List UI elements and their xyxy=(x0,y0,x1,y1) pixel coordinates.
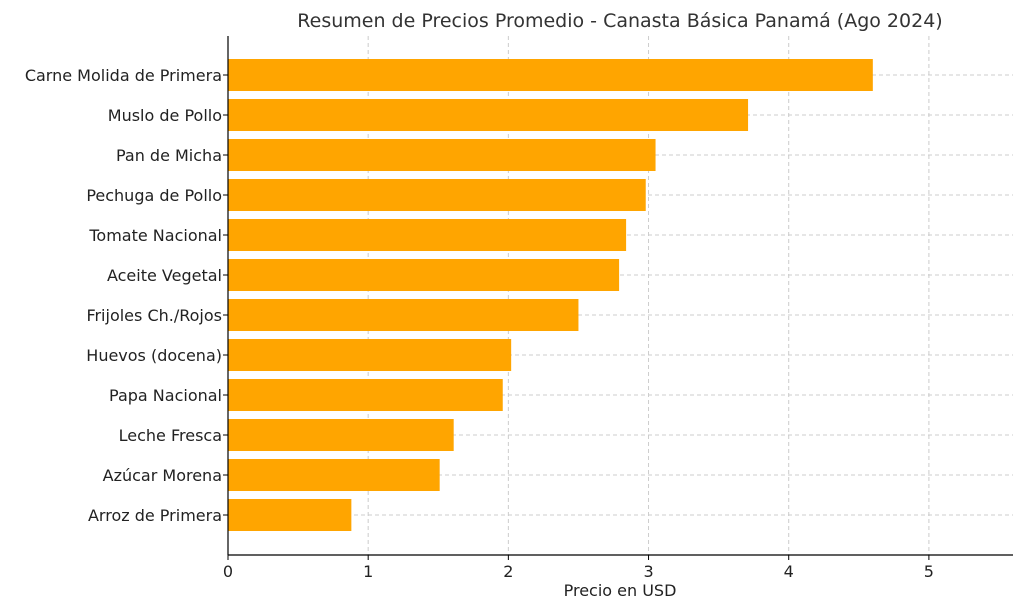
y-tick-label: Papa Nacional xyxy=(109,386,222,405)
bar xyxy=(228,459,440,491)
y-tick-labels: Carne Molida de Primera Muslo de Pollo Pan… xyxy=(25,66,228,525)
y-tick-label: Carne Molida de Primera xyxy=(25,66,222,85)
y-tick-label: Arroz de Primera xyxy=(88,506,222,525)
y-tick-label: Pechuga de Pollo xyxy=(86,186,222,205)
y-tick-label: Pan de Micha xyxy=(116,146,222,165)
x-tick-label: 0 xyxy=(223,562,233,581)
axes xyxy=(227,36,1013,556)
chart-title: Resumen de Precios Promedio - Canasta Bá… xyxy=(297,10,942,32)
y-tick-label: Huevos (docena) xyxy=(86,346,222,365)
bar xyxy=(228,419,454,451)
y-tick-label: Leche Fresca xyxy=(119,426,222,445)
bar xyxy=(228,499,352,531)
y-tick-label: Frijoles Ch./Rojos xyxy=(86,306,222,325)
bar xyxy=(228,379,503,411)
x-tick-label: 2 xyxy=(503,562,513,581)
bar xyxy=(228,299,579,331)
bar xyxy=(228,179,646,211)
bar xyxy=(228,139,656,171)
x-tick-label: 4 xyxy=(784,562,794,581)
x-axis-label: Precio en USD xyxy=(564,581,677,600)
bar xyxy=(228,99,749,131)
bar xyxy=(228,259,620,291)
y-tick-label: Aceite Vegetal xyxy=(107,266,222,285)
x-tick-labels: 0 1 2 3 4 5 xyxy=(223,555,934,581)
bar xyxy=(228,59,873,91)
bar xyxy=(228,339,512,371)
x-tick-label: 3 xyxy=(643,562,653,581)
y-tick-label: Muslo de Pollo xyxy=(108,106,222,125)
y-tick-label: Azúcar Morena xyxy=(103,466,222,485)
x-tick-label: 5 xyxy=(924,562,934,581)
bar xyxy=(228,219,627,251)
y-tick-label: Tomate Nacional xyxy=(88,226,222,245)
x-tick-label: 1 xyxy=(363,562,373,581)
bars xyxy=(228,59,873,531)
